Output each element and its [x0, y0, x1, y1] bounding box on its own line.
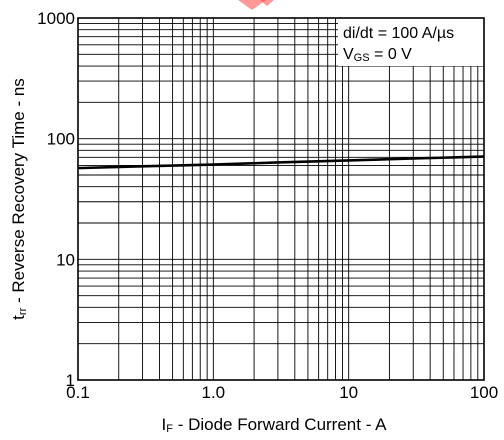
grid — [78, 18, 484, 380]
x-tick-label: 10 — [339, 383, 358, 402]
x-tick-label: 0.1 — [66, 383, 90, 402]
y-tick-label: 1 — [66, 371, 75, 390]
series-line-0 — [77, 155, 485, 170]
series-layer — [77, 155, 485, 170]
y-tick-label: 1000 — [37, 9, 75, 28]
x-tick-label: 100 — [470, 383, 498, 402]
x-tick-label: 1.0 — [202, 383, 226, 402]
vgs-annotation: VGS = 0 V — [343, 46, 412, 64]
y-axis-label: trr - Reverse Recovery Time - ns — [9, 78, 29, 320]
watermark-logo — [238, 0, 266, 10]
x-axis-label: IF - Diode Forward Current - A — [162, 415, 388, 435]
plot-frame — [77, 17, 485, 381]
y-tick-label: 10 — [56, 250, 75, 269]
watermark-logo-fragment — [260, 0, 274, 6]
didt-annotation: di/dt = 100 A/µs — [343, 25, 454, 42]
tick-labels: 0.1 1.0 10 100 1 10 100 1000 — [37, 9, 498, 402]
y-tick-label: 100 — [47, 130, 75, 149]
condition-box: di/dt = 100 A/µs VGS = 0 V — [338, 18, 484, 66]
